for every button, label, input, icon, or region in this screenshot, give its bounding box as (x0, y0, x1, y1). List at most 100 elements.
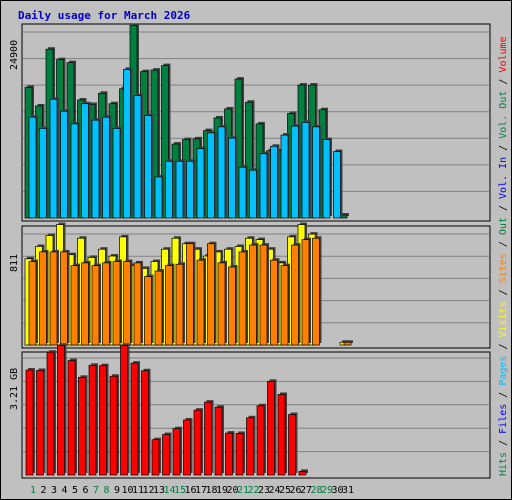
bar-volume-day-10 (120, 344, 128, 476)
day-label-6: 6 (82, 485, 88, 496)
bar-volume-day-3 (46, 351, 55, 476)
bar-volume-day-18 (204, 401, 212, 476)
day-label-30: 30 (331, 485, 343, 496)
bar-sites-day-28 (312, 237, 320, 346)
legend-item-6: Visits (498, 301, 509, 337)
bar-volume-day-12 (141, 370, 149, 476)
day-label-9: 9 (114, 485, 120, 496)
bar-sites-day-7 (91, 265, 100, 346)
day-label-4: 4 (61, 485, 67, 496)
day-label-23: 23 (258, 485, 270, 496)
bar-volume-day-1 (25, 369, 34, 476)
series-sites (28, 236, 353, 346)
day-label-13: 13 (153, 485, 165, 496)
legend-item-16: Volume (498, 36, 509, 72)
bar-files-day-24 (270, 145, 278, 219)
bar-files-day-11 (133, 95, 142, 219)
day-label-27: 27 (300, 485, 312, 496)
bar-files-day-9 (112, 128, 121, 219)
bar-sites-day-10 (123, 261, 131, 346)
bar-volume-day-26 (288, 414, 296, 476)
bar-files-day-17 (196, 148, 205, 219)
bar-sites-day-25 (280, 265, 289, 346)
bar-files-day-13 (154, 176, 163, 219)
bar-sites-day-3 (49, 251, 58, 346)
day-label-14: 14 (163, 485, 175, 496)
day-label-11: 11 (132, 485, 144, 496)
legend-item-14: Vol. Out (498, 91, 509, 139)
bar-volume-day-27 (298, 471, 307, 476)
day-label-15: 15 (174, 485, 186, 496)
bar-files-day-18 (207, 132, 215, 219)
day-label-3: 3 (51, 485, 57, 496)
bar-sites-day-15 (175, 263, 184, 346)
bar-sites-day-11 (133, 262, 142, 346)
bar-files-day-2 (39, 128, 47, 219)
bar-sites-day-12 (144, 276, 152, 346)
day-label-29: 29 (321, 485, 333, 496)
bar-sites-day-19 (217, 262, 226, 346)
chart-panels: 24900 811 3.21 GB (9, 23, 491, 479)
bar-sites-day-13 (154, 270, 163, 346)
legend-item-7: / (498, 283, 509, 301)
bar-files-day-19 (217, 126, 226, 219)
legend-item-9: / (498, 235, 509, 253)
bar-files-day-16 (186, 160, 194, 219)
day-label-28: 28 (310, 485, 322, 496)
bar-volume-day-25 (277, 394, 286, 476)
bar-volume-day-15 (172, 428, 181, 476)
panel-visits: 811 (9, 222, 491, 349)
day-label-18: 18 (205, 485, 217, 496)
bar-hits-day-14 (161, 65, 169, 219)
day-label-10: 10 (121, 485, 133, 496)
bar-files-day-20 (228, 137, 236, 219)
bar-volume-day-22 (246, 417, 254, 476)
bar-files-day-1 (28, 116, 37, 219)
bar-sites-day-31 (343, 341, 352, 346)
bar-volume-day-13 (151, 439, 160, 476)
bar-files-day-23 (259, 153, 268, 219)
day-label-26: 26 (289, 485, 301, 496)
bar-sites-day-1 (28, 261, 37, 346)
legend-item-10: Out (498, 217, 509, 235)
bar-volume-day-9 (109, 375, 118, 476)
legend-item-0: Hits (498, 452, 509, 476)
bar-volume-day-8 (99, 365, 107, 476)
bar-sites-day-14 (165, 265, 173, 346)
bar-hits-day-22 (245, 101, 253, 219)
day-label-19: 19 (216, 485, 228, 496)
bar-files-day-22 (249, 169, 257, 219)
bar-sites-day-22 (249, 244, 257, 346)
bar-shadow (346, 340, 353, 343)
bar-shadow (342, 213, 349, 216)
bar-sites-day-23 (259, 244, 268, 346)
bar-volume-day-5 (67, 360, 76, 476)
series-volume (25, 343, 308, 476)
day-label-31: 31 (342, 485, 354, 496)
bar-volume-day-4 (57, 344, 65, 476)
bar-sites-day-24 (270, 259, 278, 346)
bar-files-day-29 (322, 139, 331, 219)
bar-sites-day-21 (238, 251, 247, 346)
legend-item-15: / (498, 73, 509, 91)
legend-item-8: Sites (498, 253, 509, 283)
chart-title: Daily usage for March 2026 (18, 9, 191, 22)
legend-item-11: / (498, 199, 509, 217)
day-label-7: 7 (93, 485, 99, 496)
day-label-21: 21 (237, 485, 249, 496)
bar-files-day-6 (81, 103, 89, 219)
bar-sites-day-27 (301, 239, 310, 346)
day-label-16: 16 (184, 485, 196, 496)
bar-files-day-28 (312, 126, 320, 219)
bar-volume-day-14 (162, 434, 170, 476)
bar-sites-day-16 (186, 243, 194, 346)
bar-sites-day-20 (228, 266, 236, 346)
bar-sites-day-2 (39, 251, 47, 346)
bar-files-day-21 (238, 166, 247, 219)
bar-files-day-3 (49, 98, 58, 219)
bar-volume-day-23 (256, 405, 265, 476)
panel-hits: 24900 (9, 23, 491, 222)
legend-item-12: Vol. In (498, 157, 509, 199)
bar-volume-day-16 (183, 419, 191, 476)
